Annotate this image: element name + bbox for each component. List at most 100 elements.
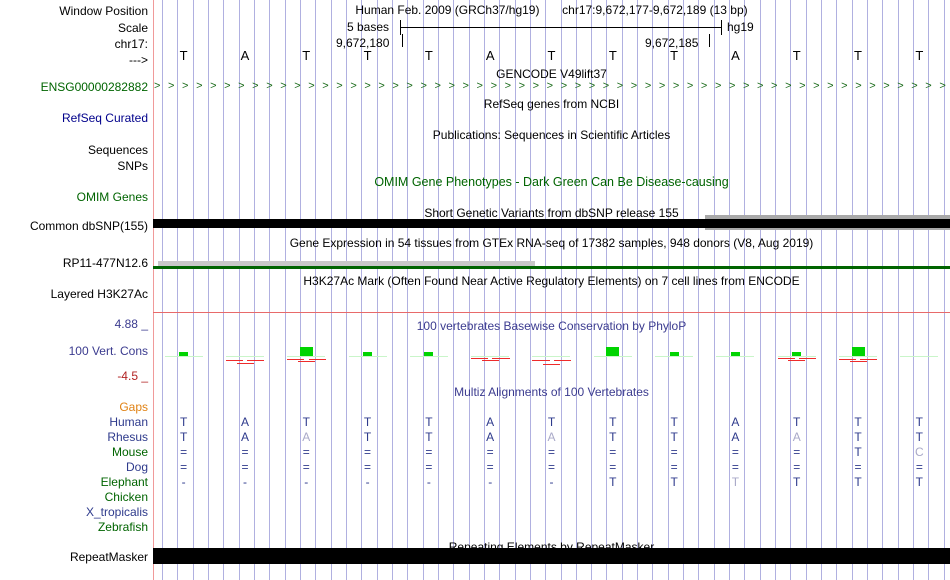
ruler-right-coordinate: 9,672,185 bbox=[645, 36, 699, 50]
gridline bbox=[423, 0, 424, 580]
multiz-base: - bbox=[365, 475, 370, 489]
gridline bbox=[561, 0, 562, 580]
gridline bbox=[208, 0, 209, 580]
multiz-base: A bbox=[731, 415, 740, 429]
phylop-positive-bar bbox=[730, 352, 740, 356]
multiz-base: = bbox=[731, 445, 739, 459]
gridline bbox=[806, 0, 807, 580]
cons-max-value: 4.88 _ bbox=[114, 317, 148, 331]
gridline bbox=[576, 0, 577, 580]
multiz-base: T bbox=[915, 415, 924, 429]
species-label-mouse[interactable]: Mouse bbox=[111, 445, 148, 459]
gencode-transcript-arrows[interactable]: >>>>>>>>>>>>>>>>>>>>>>>>>>>>>>>>>>>>>>>>… bbox=[154, 80, 950, 92]
multiz-base: = bbox=[854, 460, 862, 474]
ruler-left-tick bbox=[402, 34, 403, 47]
sequence-base: T bbox=[547, 48, 556, 63]
species-label-dog[interactable]: Dog bbox=[125, 460, 148, 474]
label-repeatmasker[interactable]: RepeatMasker bbox=[69, 550, 148, 564]
multiz-base: = bbox=[915, 460, 923, 474]
repeatmasker-feature-bar[interactable] bbox=[153, 548, 950, 564]
multiz-base: T bbox=[854, 475, 862, 489]
multiz-base: = bbox=[425, 460, 433, 474]
gridlines bbox=[153, 0, 950, 580]
phylop-positive-bar bbox=[363, 352, 373, 356]
gridline bbox=[469, 0, 470, 580]
track-title-publications: Publications: Sequences in Scientific Ar… bbox=[432, 128, 671, 142]
sequence-base: T bbox=[179, 48, 188, 63]
multiz-base: T bbox=[425, 415, 433, 429]
label-100-vert-cons[interactable]: 100 Vert. Cons bbox=[68, 344, 148, 358]
sequence-base: T bbox=[608, 48, 617, 63]
gridline bbox=[622, 0, 623, 580]
species-label-rhesus[interactable]: Rhesus bbox=[107, 430, 148, 444]
phylop-negative-segment bbox=[849, 361, 867, 362]
gridline bbox=[177, 0, 178, 580]
species-label-chicken[interactable]: Chicken bbox=[104, 490, 148, 504]
phylop-negative-segment bbox=[799, 358, 817, 359]
species-label-human[interactable]: Human bbox=[109, 415, 148, 429]
gridline bbox=[239, 0, 240, 580]
phylop-conservation-plot[interactable] bbox=[153, 336, 950, 376]
label-layered-h3k27ac[interactable]: Layered H3K27Ac bbox=[50, 287, 148, 301]
gridline bbox=[790, 0, 791, 580]
label-gtex-gene[interactable]: RP11-477N12.6 bbox=[62, 256, 148, 270]
track-title-phylop: 100 vertebrates Basewise Conservation by… bbox=[416, 319, 687, 333]
gridline bbox=[315, 0, 316, 580]
sequence-base: T bbox=[792, 48, 801, 63]
multiz-alignment-grid[interactable]: T T = = - A A = = - T A = = - T T = = - T T = = - A A = = - T A = = - T T = = T… bbox=[153, 414, 950, 524]
label-sequences[interactable]: Sequences bbox=[87, 143, 148, 157]
dbsnp-variant-bar[interactable] bbox=[153, 219, 950, 228]
multiz-base: T bbox=[363, 415, 372, 429]
phylop-negative-segment bbox=[481, 360, 499, 361]
phylop-negative-segment bbox=[308, 359, 326, 360]
multiz-base: T bbox=[854, 445, 862, 459]
gridline bbox=[193, 0, 194, 580]
species-label-x_tropicalis[interactable]: X_tropicalis bbox=[85, 505, 148, 519]
multiz-base: = bbox=[364, 460, 372, 474]
gridline bbox=[668, 0, 669, 580]
cons-min-value: -4.5 _ bbox=[117, 369, 148, 383]
position-range: chr17:9,672,177-9,672,189 (13 bp) bbox=[562, 3, 748, 17]
gridline bbox=[683, 0, 684, 580]
label-strand-arrow: ---> bbox=[129, 53, 148, 67]
gridline bbox=[591, 0, 592, 580]
gridline bbox=[898, 0, 899, 580]
multiz-base: T bbox=[302, 415, 310, 429]
label-common-dbsnp[interactable]: Common dbSNP(155) bbox=[29, 219, 148, 233]
multiz-base: - bbox=[181, 475, 186, 489]
sequence-base: T bbox=[670, 48, 679, 63]
gridline bbox=[836, 0, 837, 580]
multiz-base: = bbox=[486, 460, 494, 474]
gtex-expression-bar[interactable] bbox=[158, 261, 535, 266]
label-omim-genes[interactable]: OMIM Genes bbox=[76, 190, 148, 204]
gtex-gene-line[interactable] bbox=[153, 266, 950, 269]
phylop-negative-segment bbox=[532, 360, 550, 361]
gridline bbox=[285, 0, 286, 580]
multiz-base: = bbox=[547, 460, 555, 474]
label-refseq-curated[interactable]: RefSeq Curated bbox=[61, 111, 148, 125]
multiz-base: = bbox=[547, 445, 555, 459]
label-gencode-gene[interactable]: ENSG00000282882 bbox=[40, 80, 148, 94]
multiz-base: T bbox=[547, 415, 556, 429]
phylop-negative-segment bbox=[225, 360, 244, 361]
species-label-zebrafish[interactable]: Zebrafish bbox=[97, 520, 148, 534]
gridline bbox=[821, 0, 822, 580]
phylop-positive-bar bbox=[179, 352, 189, 356]
multiz-base: - bbox=[242, 475, 247, 489]
multiz-base: = bbox=[302, 460, 310, 474]
label-snps[interactable]: SNPs bbox=[117, 159, 148, 173]
phylop-baseline-segment bbox=[471, 356, 510, 357]
gridline bbox=[361, 0, 362, 580]
label-chrom: chr17: bbox=[114, 37, 148, 51]
multiz-base: = bbox=[609, 445, 617, 459]
sequence-base: T bbox=[302, 48, 311, 63]
gridline bbox=[223, 0, 224, 580]
multiz-base: = bbox=[302, 445, 310, 459]
multiz-base: T bbox=[425, 430, 433, 444]
phylop-baseline-segment bbox=[348, 356, 387, 357]
gridline bbox=[652, 0, 653, 580]
species-label-elephant[interactable]: Elephant bbox=[100, 475, 148, 489]
multiz-base: - bbox=[549, 475, 554, 489]
gridline bbox=[269, 0, 270, 580]
